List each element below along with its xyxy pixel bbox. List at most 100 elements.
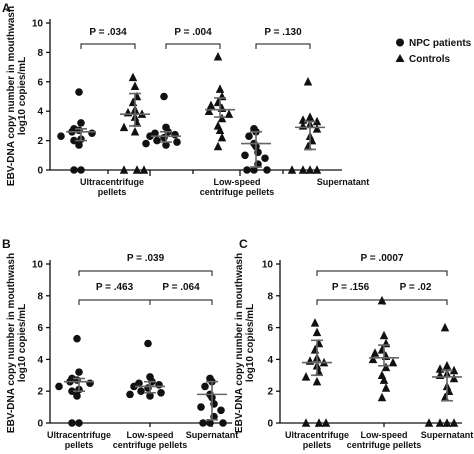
y-axis-label-line: log10 copies/mL (17, 304, 28, 382)
p-value-label: P = .034 (89, 27, 127, 38)
x-category-label-line: Supernatant (421, 430, 474, 440)
data-point-triangle (287, 165, 297, 174)
data-point-triangle (130, 81, 140, 90)
data-point-triangle (435, 418, 445, 427)
data-point-circle (146, 392, 154, 400)
p-value-label: P = .004 (174, 27, 212, 38)
data-point-circle (77, 119, 85, 127)
data-point-triangle (303, 77, 313, 86)
significance-bracket (316, 270, 448, 276)
y-tick-label: 6 (37, 77, 43, 88)
y-axis-label: EBV-DNA copy number in mouthwashlog10 co… (234, 253, 256, 433)
x-category-label-line: centrifuge pellets (200, 187, 275, 197)
y-axis-label-line: log10 copies/mL (17, 57, 28, 135)
data-point-triangle (128, 72, 138, 82)
x-category-label: Low-speed centrifuge pellets (347, 430, 422, 450)
data-point-triangle (368, 354, 378, 364)
y-tick-label: 8 (267, 291, 273, 302)
data-point-circle (73, 334, 81, 343)
data-point-circle (75, 368, 83, 376)
x-category-label: Supernatant (186, 430, 239, 440)
legend-marker-triangle (395, 54, 405, 62)
data-point-circle (86, 379, 94, 388)
legend-label: Controls (409, 54, 451, 65)
y-axis-label-line: EBV-DNA copy number in mouthwash (6, 253, 17, 433)
data-point-triangle (449, 365, 459, 375)
data-point-circle (144, 339, 152, 348)
data-point-circle (217, 406, 225, 415)
y-tick-label: 2 (37, 387, 43, 398)
data-point-triangle (213, 141, 223, 151)
y-tick-label: 4 (37, 107, 43, 118)
y-tick-label: 10 (32, 260, 44, 271)
data-point-circle (137, 387, 145, 396)
data-point-triangle (377, 392, 387, 402)
data-point-circle (201, 382, 209, 391)
y-tick-label: 2 (37, 136, 43, 147)
data-point-triangle (298, 165, 308, 174)
data-point-triangle (204, 106, 214, 115)
y-axis-label: EBV-DNA copy number in mouthwashlog10 co… (6, 6, 28, 186)
significance-bracket (255, 43, 311, 49)
y-tick-label: 0 (37, 419, 43, 430)
data-point-circle (206, 419, 214, 427)
data-point-triangle (305, 356, 315, 365)
data-point-triangle (381, 383, 391, 392)
p-value-label: P = .02 (400, 282, 432, 293)
p-value-label: P = .0007 (361, 253, 404, 264)
x-category-label-line: Ultracentrifuge (80, 177, 144, 187)
data-point-circle (197, 403, 205, 411)
y-axis-label-line: EBV-DNA copy number in mouthwash (234, 253, 245, 433)
data-point-triangle (123, 107, 133, 117)
x-category-label: Low-speed centrifuge pellets (200, 177, 275, 197)
data-point-triangle (442, 361, 452, 370)
data-point-triangle (217, 113, 227, 123)
significance-bracket (383, 299, 448, 305)
data-point-triangle (321, 418, 331, 427)
data-point-triangle (215, 125, 225, 135)
data-point-circle (73, 392, 81, 400)
data-point-triangle (119, 122, 129, 132)
data-point-triangle (381, 362, 391, 372)
data-point-circle (155, 381, 163, 389)
data-point-triangle (379, 330, 389, 340)
significance-bracket (165, 43, 221, 49)
data-point-circle (219, 419, 227, 427)
x-category-label-line: centrifuge pellets (347, 440, 422, 450)
p-value-label: P = .130 (264, 27, 302, 38)
y-tick-label: 6 (267, 323, 273, 334)
y-axis-label: EBV-DNA copy number in mouthwashlog10 co… (6, 253, 28, 433)
legend-label: NPC patients (409, 38, 472, 49)
data-point-triangle (314, 418, 324, 427)
data-point-triangle (301, 372, 311, 381)
p-value-label: P = .463 (96, 282, 134, 293)
data-point-circle (75, 419, 83, 427)
significance-bracket (149, 299, 213, 305)
y-tick-label: 2 (267, 387, 273, 398)
data-point-circle (199, 419, 207, 427)
p-value-label: P = .156 (332, 282, 370, 293)
y-tick-label: 10 (262, 260, 274, 271)
x-category-label-line: Ultracentrifuge (285, 430, 349, 440)
data-point-circle (57, 132, 65, 140)
y-tick-label: 8 (37, 48, 43, 59)
panel-letter: C (239, 237, 248, 251)
legend-marker-circle (396, 38, 404, 47)
data-point-circle (173, 138, 181, 146)
data-point-triangle (119, 165, 129, 174)
x-category-label-line: Ultracentrifuge (47, 430, 111, 440)
data-point-triangle (130, 127, 140, 136)
x-category-label-line: pellets (303, 440, 332, 450)
data-point-circle (146, 132, 154, 140)
data-point-circle (142, 139, 150, 148)
data-point-triangle (312, 116, 322, 126)
data-point-circle (75, 88, 83, 96)
x-category-label-line: Supernatant (186, 430, 239, 440)
x-category-label: Supernatant (421, 430, 474, 440)
data-point-triangle (370, 348, 380, 357)
data-point-triangle (217, 91, 227, 101)
data-point-triangle (312, 327, 322, 337)
data-point-circle (55, 382, 63, 391)
data-point-triangle (312, 124, 322, 133)
